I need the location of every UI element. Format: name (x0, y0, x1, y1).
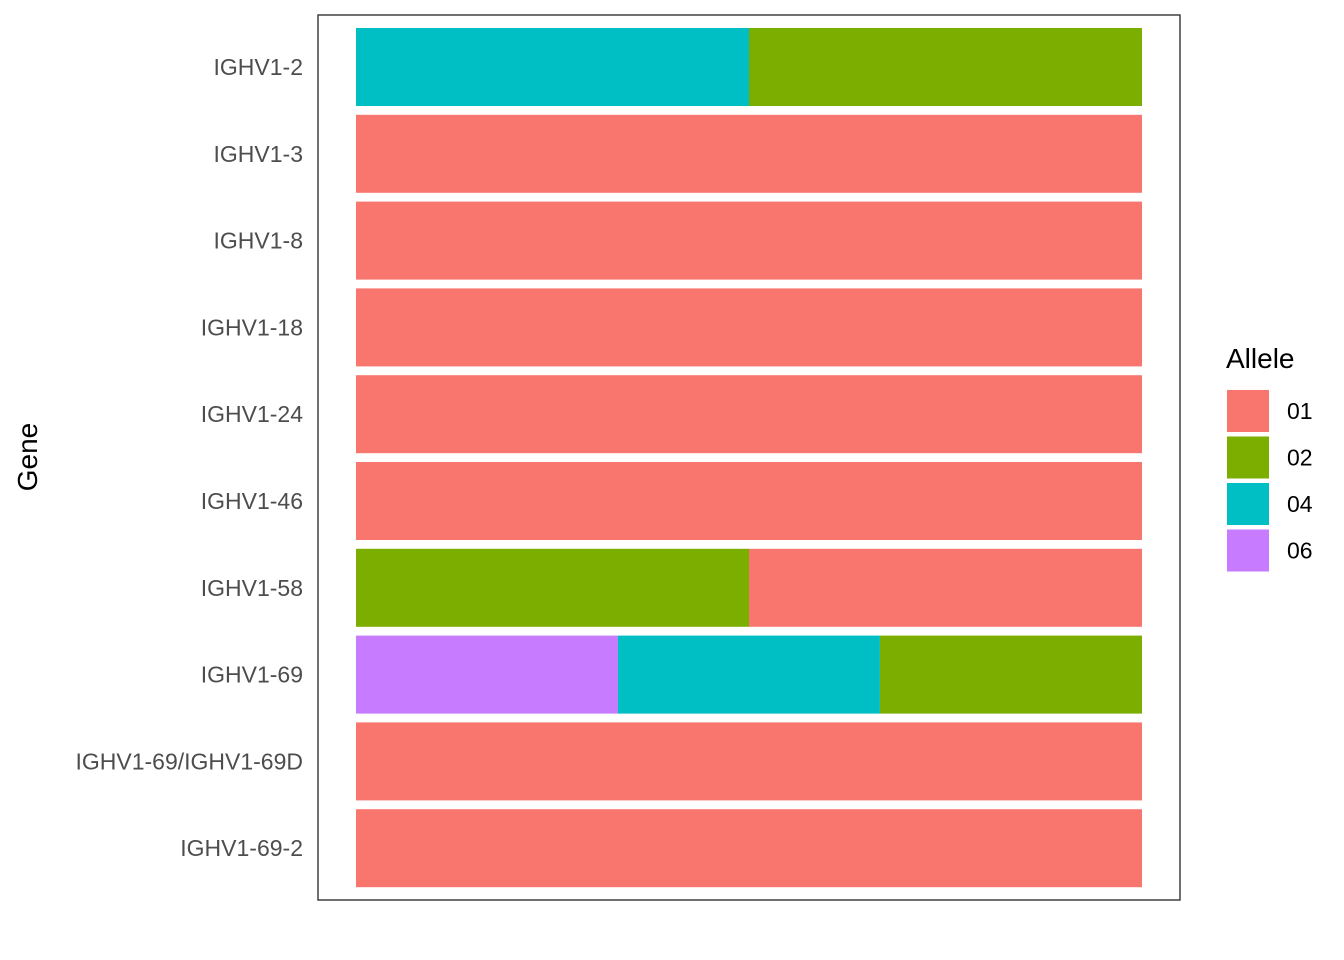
bar-segment-ighv1-69-allele-04 (617, 635, 880, 714)
bar-segment-ighv1-58-allele-01 (749, 548, 1142, 627)
legend-key-02 (1227, 436, 1269, 479)
plot-panel-border (317, 14, 1181, 901)
y-tick-label: IGHV1-8 (214, 228, 303, 254)
legend-label-06: 06 (1287, 538, 1313, 564)
legend: Allele 01 02 04 06 (1226, 343, 1313, 572)
bar-segment-ighv1-2-allele-02 (749, 28, 1142, 106)
y-axis-title: Gene (12, 423, 43, 492)
legend-key-06 (1227, 529, 1269, 572)
bar-segment-ighv1-69-allele-06 (356, 635, 618, 714)
legend-key-01 (1227, 390, 1269, 432)
legend-title: Allele (1226, 343, 1294, 374)
y-tick-labels: IGHV1-2 IGHV1-3 IGHV1-8 IGHV1-18 IGHV1-24 IGH… (75, 54, 303, 861)
y-tick-label: IGHV1-69-2 (180, 835, 303, 861)
bar-segment-ighv1-69-2-allele-01 (356, 809, 1142, 888)
bar-segment-ighv1-18-allele-01 (356, 288, 1142, 367)
y-tick-label: IGHV1-69/IGHV1-69D (75, 748, 303, 774)
bar-segment-ighv1-69-allele-02 (879, 635, 1142, 714)
y-tick-label: IGHV1-24 (201, 401, 303, 427)
bars-layer (356, 28, 1142, 888)
y-tick-label: IGHV1-46 (201, 488, 303, 514)
bar-segment-ighv1-46-allele-01 (356, 462, 1142, 540)
legend-label-01: 01 (1287, 398, 1313, 424)
bar-segment-ighv1-58-allele-02 (356, 548, 749, 627)
bar-segment-ighv1-3-allele-01 (356, 114, 1142, 193)
bar-segment-ighv1-2-allele-04 (356, 28, 749, 106)
y-tick-label: IGHV1-2 (214, 54, 303, 80)
bar-segment-ighv1-69-ighv1-69d-allele-01 (356, 722, 1142, 801)
y-tick-label: IGHV1-69 (201, 662, 303, 688)
legend-key-04 (1227, 483, 1269, 525)
legend-label-02: 02 (1287, 445, 1313, 471)
y-tick-label: IGHV1-58 (201, 575, 303, 601)
legend-label-04: 04 (1287, 491, 1313, 517)
y-tick-label: IGHV1-3 (214, 141, 303, 167)
bar-segment-ighv1-24-allele-01 (356, 375, 1142, 454)
bar-segment-ighv1-8-allele-01 (356, 201, 1142, 280)
y-tick-label: IGHV1-18 (201, 314, 303, 340)
